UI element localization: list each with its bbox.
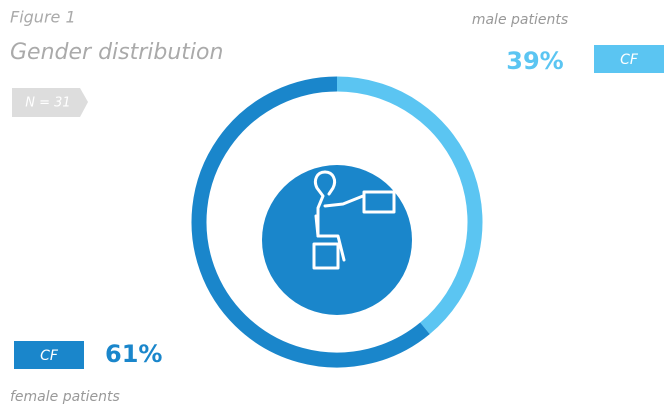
legend-label: female patients [10, 389, 120, 405]
tag-box [594, 45, 664, 73]
sample-badge [12, 88, 88, 117]
tag-label: CF [40, 348, 59, 364]
patient-icon [312, 170, 396, 270]
chart-title: Gender distribution [10, 40, 223, 65]
value-label: 61% [105, 340, 162, 368]
donut-segment [336, 76, 483, 335]
figure-label: Figure 1 [10, 8, 76, 27]
legend-label: male patients [472, 12, 568, 28]
value-label: 39% [506, 47, 563, 75]
tag-label: CF [620, 52, 639, 68]
center-circle [262, 165, 412, 315]
tag-box [14, 341, 84, 369]
sample-size: N = 31 [25, 96, 70, 111]
donut-segment [191, 76, 430, 368]
